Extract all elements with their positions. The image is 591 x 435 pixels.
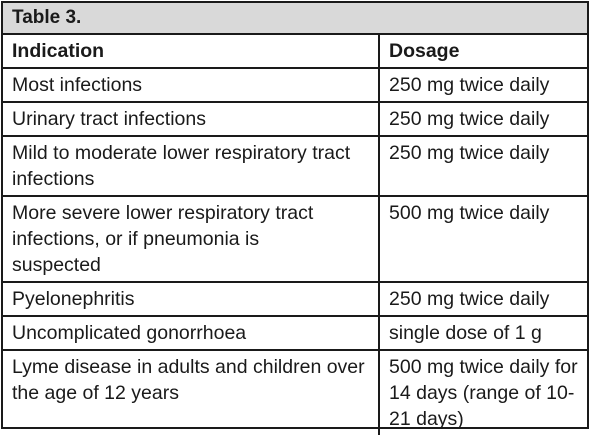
dosage-cell: 500 mg twice daily for 14 days (range of… — [389, 356, 578, 430]
table-row: Most infections 250 mg twice daily — [3, 68, 587, 103]
indication-cell: Lyme disease in adults and children over… — [3, 350, 380, 435]
dosage-cell: 250 mg twice daily — [379, 68, 587, 103]
dosage-cell: single dose of 1 g — [379, 316, 587, 351]
indication-cell: Most infections — [3, 68, 380, 103]
dosage-cell: 250 mg twice daily — [379, 282, 587, 317]
table-row: Lyme disease in adults and children over… — [3, 350, 587, 435]
dosage-cell: 250 mg twice daily — [379, 136, 587, 197]
dosage-grid: Indication Dosage Most infections 250 mg… — [3, 35, 587, 435]
table-row: Pyelonephritis 250 mg twice daily — [3, 282, 587, 317]
table-row: Mild to moderate lower respiratory tract… — [3, 136, 587, 197]
table-title: Table 3. — [3, 3, 587, 35]
indication-cell: More severe lower respiratory tract infe… — [3, 196, 380, 283]
dosage-cell: 500 mg twice daily — [379, 196, 587, 283]
table-row: Uncomplicated gonorrhoea single dose of … — [3, 316, 587, 351]
dosage-header: Dosage — [379, 35, 587, 69]
indication-header: Indication — [3, 35, 380, 69]
header-row: Indication Dosage — [3, 35, 587, 69]
indication-cell: Uncomplicated gonorrhoea — [3, 316, 380, 351]
indication-cell: Pyelonephritis — [3, 282, 380, 317]
indication-cell: Mild to moderate lower respiratory tract… — [3, 136, 380, 197]
indication-cell: Urinary tract infections — [3, 102, 380, 137]
dosage-cell: 250 mg twice daily — [379, 102, 587, 137]
table-row: Urinary tract infections 250 mg twice da… — [3, 102, 587, 137]
table-row: More severe lower respiratory tract infe… — [3, 196, 587, 283]
